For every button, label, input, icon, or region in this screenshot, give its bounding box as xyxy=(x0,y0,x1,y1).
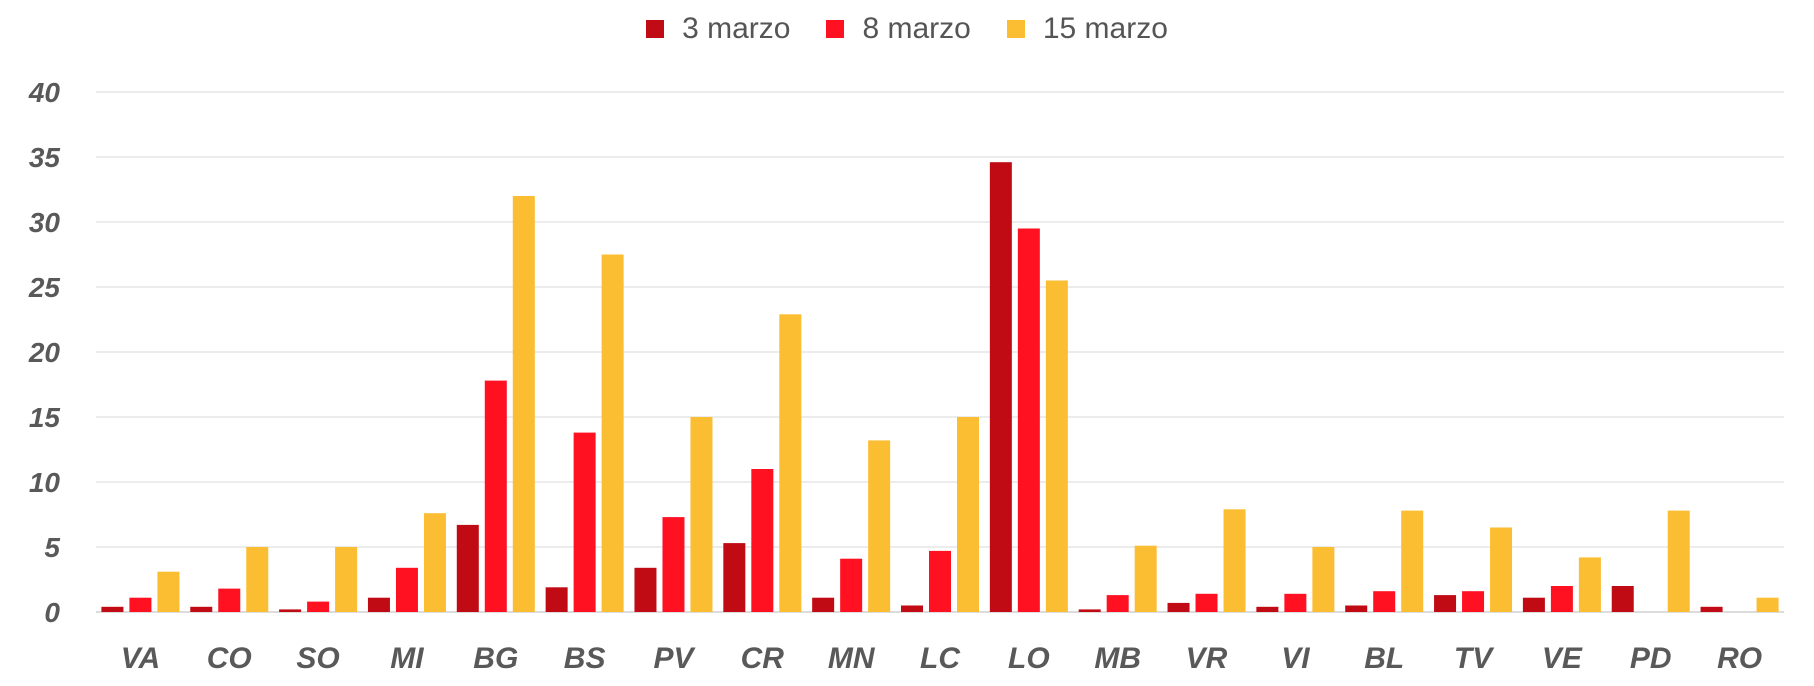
bar xyxy=(1078,609,1101,612)
bar xyxy=(129,597,152,612)
bar xyxy=(1223,509,1246,612)
x-tick-label: TV xyxy=(1454,642,1495,675)
bar xyxy=(246,547,269,612)
bar xyxy=(573,432,596,612)
x-tick-label: MN xyxy=(828,642,876,675)
chart-legend: 3 marzo 8 marzo 15 marzo xyxy=(0,12,1814,46)
bar xyxy=(1462,591,1485,612)
x-tick-label: MB xyxy=(1094,642,1141,675)
bar xyxy=(1017,228,1040,612)
legend-label: 8 marzo xyxy=(862,12,971,45)
x-tick-label: VR xyxy=(1186,642,1228,675)
y-tick-label: 20 xyxy=(28,337,61,368)
bar xyxy=(1578,557,1601,612)
bar xyxy=(1490,527,1513,612)
bar xyxy=(1256,606,1279,612)
bar xyxy=(545,587,568,612)
bar xyxy=(1522,597,1545,612)
bar xyxy=(307,601,330,612)
bar xyxy=(484,380,507,612)
bar xyxy=(634,567,657,612)
bar xyxy=(1373,591,1396,612)
y-tick-label: 35 xyxy=(29,142,61,173)
bar xyxy=(690,417,713,612)
y-tick-label: 10 xyxy=(29,467,61,498)
bar xyxy=(1045,280,1068,612)
bar xyxy=(1401,510,1424,612)
x-tick-label: PD xyxy=(1630,642,1672,675)
x-tick-label: CO xyxy=(207,642,252,675)
x-tick-label: MI xyxy=(390,642,424,675)
bar xyxy=(512,196,535,612)
x-tick-label: CR xyxy=(741,642,785,675)
legend-label: 3 marzo xyxy=(682,12,791,45)
legend-label: 15 marzo xyxy=(1042,12,1168,45)
bar xyxy=(157,571,180,612)
bar xyxy=(812,597,835,612)
y-tick-label: 40 xyxy=(28,77,61,108)
bar xyxy=(1167,602,1190,612)
bar xyxy=(1667,510,1690,612)
bar xyxy=(423,513,446,612)
bar xyxy=(751,469,774,612)
bar xyxy=(601,254,624,612)
bar xyxy=(1700,606,1723,612)
bar xyxy=(1345,605,1368,612)
bar xyxy=(456,524,479,612)
legend-item: 3 marzo xyxy=(646,12,790,46)
y-tick-label: 0 xyxy=(44,597,60,628)
bar xyxy=(1284,593,1307,612)
y-tick-label: 5 xyxy=(44,532,60,563)
bar xyxy=(779,314,802,612)
bar xyxy=(367,597,390,612)
bar xyxy=(1756,597,1779,612)
bar xyxy=(868,440,891,612)
bar xyxy=(1106,595,1129,612)
bar xyxy=(1611,586,1634,612)
x-tick-label: PV xyxy=(653,642,696,675)
x-tick-label: VA xyxy=(121,642,160,675)
x-tick-label: LC xyxy=(920,642,961,675)
legend-swatch xyxy=(1006,20,1025,38)
bar xyxy=(279,609,302,612)
bar xyxy=(723,543,746,612)
bar xyxy=(929,550,951,612)
bar xyxy=(335,547,358,612)
x-tick-label: LO xyxy=(1008,642,1050,675)
bar xyxy=(101,606,124,612)
bar xyxy=(1434,595,1457,612)
legend-item: 8 marzo xyxy=(826,12,971,46)
legend-swatch xyxy=(826,20,845,38)
x-tick-label: BG xyxy=(473,642,518,675)
bar xyxy=(989,162,1012,612)
bar xyxy=(957,417,979,612)
bar xyxy=(218,588,241,612)
y-tick-label: 30 xyxy=(29,207,61,238)
bar xyxy=(1195,593,1218,612)
bar xyxy=(662,517,685,612)
legend-item: 15 marzo xyxy=(1006,12,1168,46)
bar xyxy=(190,606,213,612)
y-tick-label: 25 xyxy=(28,272,61,303)
x-tick-label: VI xyxy=(1281,642,1310,675)
bar xyxy=(1550,586,1573,612)
bar xyxy=(395,567,418,612)
x-tick-label: BL xyxy=(1364,642,1404,675)
bar xyxy=(1312,547,1335,612)
x-tick-label: VE xyxy=(1542,642,1583,675)
bar xyxy=(1134,545,1157,612)
x-tick-label: RO xyxy=(1717,642,1762,675)
bar xyxy=(901,605,923,612)
bar xyxy=(840,558,863,612)
x-tick-label: SO xyxy=(296,642,339,675)
x-tick-label: BS xyxy=(564,642,606,675)
legend-swatch xyxy=(646,20,665,38)
y-tick-label: 15 xyxy=(29,402,61,433)
